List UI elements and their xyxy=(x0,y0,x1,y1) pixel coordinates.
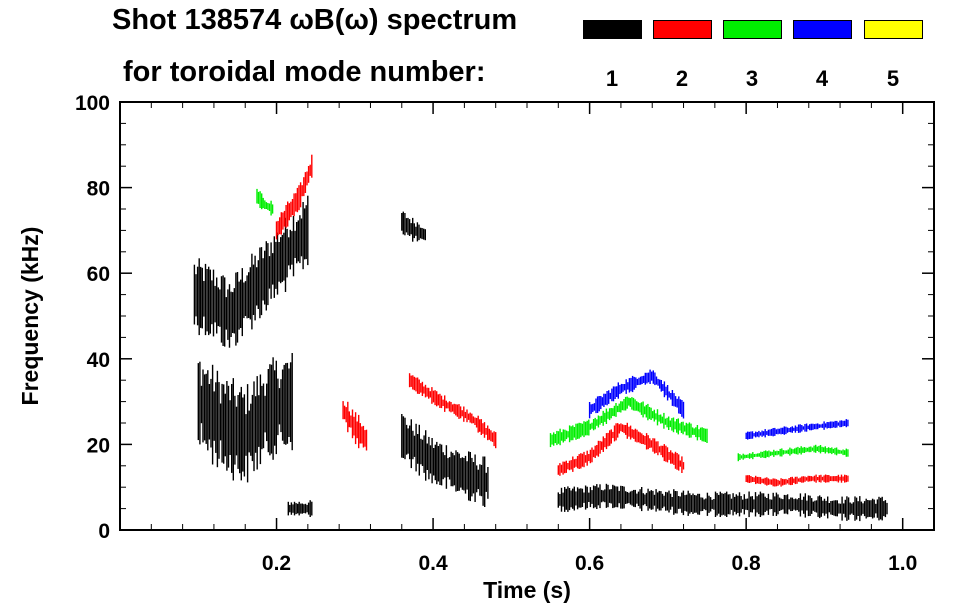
mode-1-segment-5 xyxy=(401,414,489,507)
mode-2-segment-5 xyxy=(745,474,849,487)
legend-label-mode-5: 5 xyxy=(886,66,900,91)
legend-swatch-mode-3 xyxy=(723,20,782,39)
chart-title: Shot 138574 ωB(ω) spectrum xyxy=(112,4,518,36)
mode-2-segment-4 xyxy=(557,422,685,476)
legend-swatch-mode-5 xyxy=(864,20,923,39)
legend-swatch-mode-4 xyxy=(793,20,852,39)
legend-swatch-mode-1 xyxy=(583,20,642,39)
y-tick-label: 80 xyxy=(87,178,110,201)
legend-label-mode-4: 4 xyxy=(815,66,829,91)
y-tick-label: 60 xyxy=(87,263,110,286)
y-tick-label: 40 xyxy=(87,349,110,372)
y-tick-label: 100 xyxy=(75,92,110,115)
axis-tick-labels: 0.2 0.4 0.6 0.8 1.0 0 20 40 60 80 100 xyxy=(75,92,917,575)
mode-2-segment-3 xyxy=(408,373,497,449)
mode-2-segment-2 xyxy=(342,401,368,451)
plot-marks xyxy=(193,154,888,522)
x-tick-label: 1.0 xyxy=(888,552,917,575)
mode-2-segment-1 xyxy=(275,154,313,240)
axis-ticks xyxy=(120,101,934,531)
mode-1-segment-1 xyxy=(193,195,309,348)
mode-1-segment-4 xyxy=(401,211,426,242)
y-axis-title: Frequency (kHz) xyxy=(17,227,43,406)
mode-1-segment-2 xyxy=(197,353,293,483)
x-axis-title: Time (s) xyxy=(483,577,571,603)
mode-3-segment-3 xyxy=(737,444,849,462)
mode-4-series xyxy=(588,369,849,440)
mode-1-segment-3 xyxy=(287,500,313,517)
mode-4-segment-2 xyxy=(745,419,849,440)
x-tick-label: 0.8 xyxy=(732,552,762,575)
x-tick-label: 0.4 xyxy=(418,552,448,575)
mode-2-series xyxy=(275,154,849,487)
mode-3-series xyxy=(256,188,849,462)
mode-1-series xyxy=(193,195,888,522)
mode-1-segment-6 xyxy=(557,483,888,522)
mode-3-segment-1 xyxy=(256,188,274,216)
legend-label-mode-1: 1 xyxy=(605,66,619,91)
mode-4-segment-1 xyxy=(588,369,685,419)
x-tick-label: 0.6 xyxy=(575,552,604,575)
legend-label-mode-3: 3 xyxy=(745,66,759,91)
x-tick-label: 0.2 xyxy=(262,552,291,575)
legend-label-mode-2: 2 xyxy=(675,66,689,91)
y-tick-label: 0 xyxy=(98,520,110,543)
mode-3-segment-2 xyxy=(549,396,708,448)
chart-subtitle: for toroidal mode number: xyxy=(123,56,486,88)
y-tick-label: 20 xyxy=(87,434,110,457)
legend-swatch-mode-2 xyxy=(653,20,712,39)
